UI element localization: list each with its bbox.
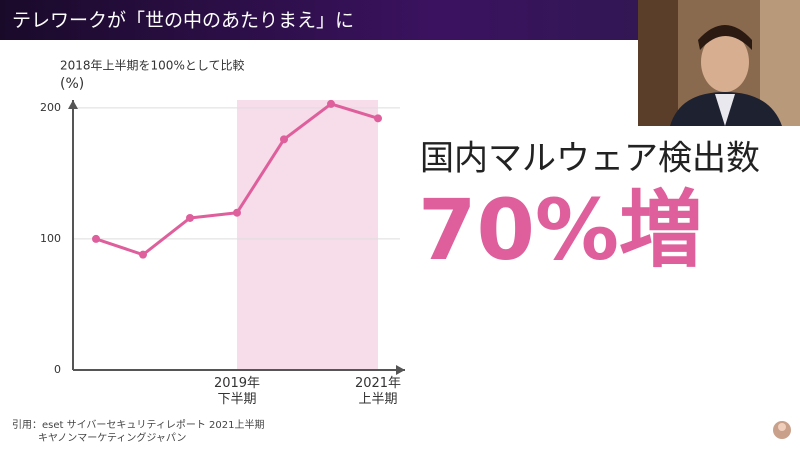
headline-subject: 国内マルウェア検出数 [420, 139, 760, 179]
webcam [638, 0, 800, 126]
y-tick-label: 100 [40, 232, 61, 245]
point [233, 208, 241, 217]
point [327, 99, 335, 108]
point [280, 135, 288, 144]
y-label: (%) [60, 76, 84, 92]
headline-figure: 70%増 [418, 181, 703, 279]
point [139, 250, 147, 259]
y-tick-label: 200 [40, 101, 61, 114]
point [374, 114, 382, 123]
source: 引用：eset サイバーセキュリティレポート 2021上半期 [12, 418, 264, 431]
highlight [237, 100, 378, 370]
x-tick-label: 2019年 下半期 [213, 376, 261, 407]
x-tick-label: 2021年 上半期 [354, 376, 402, 407]
y-tick-label: 0 [54, 363, 61, 376]
avatar [773, 421, 791, 439]
header-title: テレワークが「世の中のあたりまえ」に [12, 10, 354, 32]
y-note: 2018年上半期を100%として比較 [60, 58, 245, 73]
x-arrow [396, 365, 405, 375]
point [92, 234, 100, 243]
point [186, 213, 194, 222]
source: キヤノンマーケティングジャパン [38, 431, 186, 444]
y-arrow [68, 100, 78, 109]
